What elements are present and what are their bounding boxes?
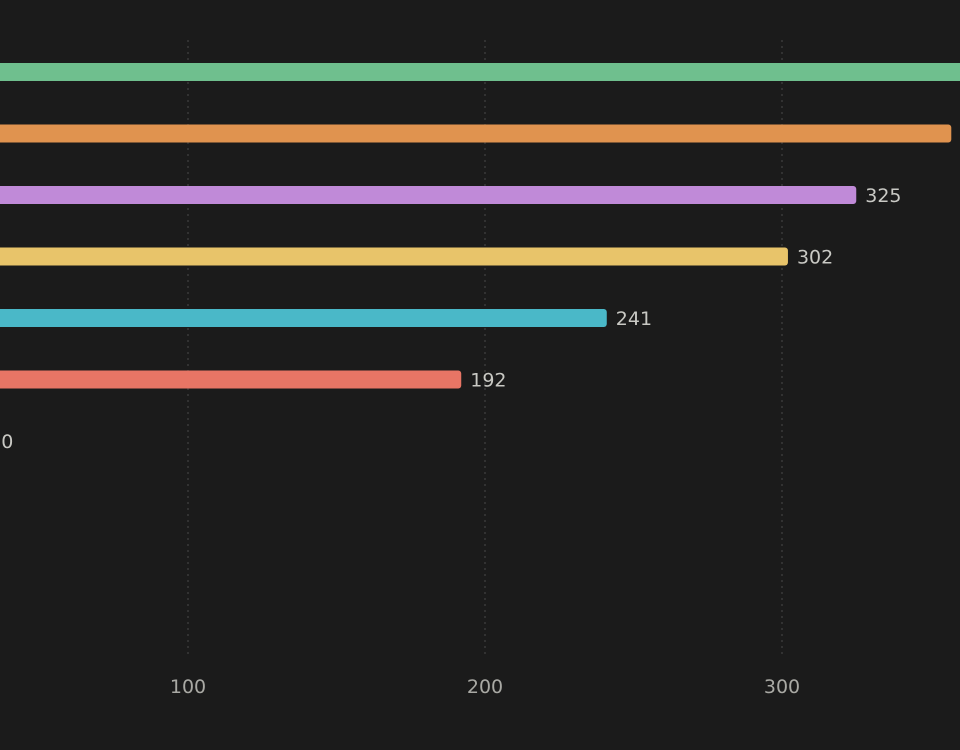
value-label: 241 bbox=[616, 308, 652, 330]
bar-purple bbox=[0, 186, 857, 204]
bar-orange bbox=[0, 124, 952, 143]
bar-yellow bbox=[0, 247, 788, 266]
value-label: 30 bbox=[0, 431, 13, 453]
bar-green bbox=[0, 63, 960, 81]
value-label: 302 bbox=[797, 247, 833, 269]
bar-teal bbox=[0, 309, 607, 327]
x-tick-label: 200 bbox=[467, 676, 503, 698]
x-tick-label: 100 bbox=[170, 676, 206, 698]
value-label: 325 bbox=[865, 185, 901, 207]
bar-red bbox=[0, 370, 462, 389]
value-label: 192 bbox=[470, 370, 506, 392]
x-tick-label: 300 bbox=[764, 676, 800, 698]
